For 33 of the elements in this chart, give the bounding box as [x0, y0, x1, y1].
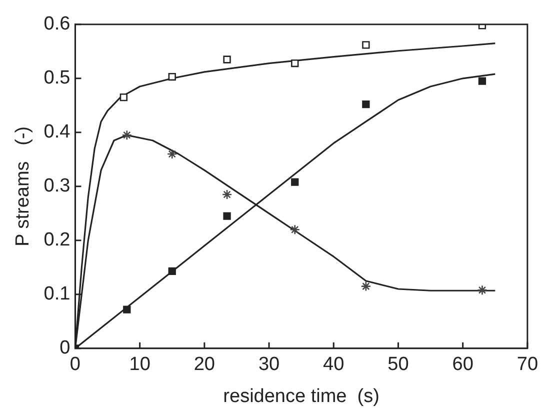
x-tick-label: 50	[388, 354, 409, 376]
point	[223, 212, 231, 220]
y-tick-label: 0.2	[44, 230, 70, 251]
point	[362, 41, 370, 49]
x-tick-label: 70	[516, 354, 538, 376]
y-tick-label: 0	[60, 338, 70, 359]
point	[123, 306, 131, 314]
point	[120, 93, 128, 102]
point	[122, 130, 132, 140]
point	[360, 281, 372, 292]
y-tick-label: 0.4	[44, 122, 71, 143]
point	[222, 189, 232, 200]
x-tick-label: 40	[323, 354, 344, 376]
point	[478, 77, 486, 85]
point	[290, 224, 300, 235]
y-tick-label: 0.1	[44, 284, 70, 305]
x-tick-label: 30	[258, 354, 280, 376]
x-tick-label: 20	[194, 354, 215, 376]
point	[477, 284, 488, 296]
x-tick-label: 60	[452, 354, 474, 376]
point	[291, 59, 299, 68]
point	[362, 100, 370, 108]
point	[168, 72, 176, 81]
x-tick-label: 10	[129, 354, 150, 376]
y-axis-title: P streams (-)	[12, 126, 34, 246]
point	[223, 56, 231, 64]
y-tick-label: 0.6	[44, 14, 70, 35]
point	[166, 148, 178, 160]
x-axis-title: residence time (s)	[223, 386, 380, 407]
point	[291, 178, 299, 186]
point	[168, 267, 176, 276]
y-tick-label: 0.3	[44, 176, 70, 197]
y-tick-label: 0.5	[44, 68, 70, 89]
